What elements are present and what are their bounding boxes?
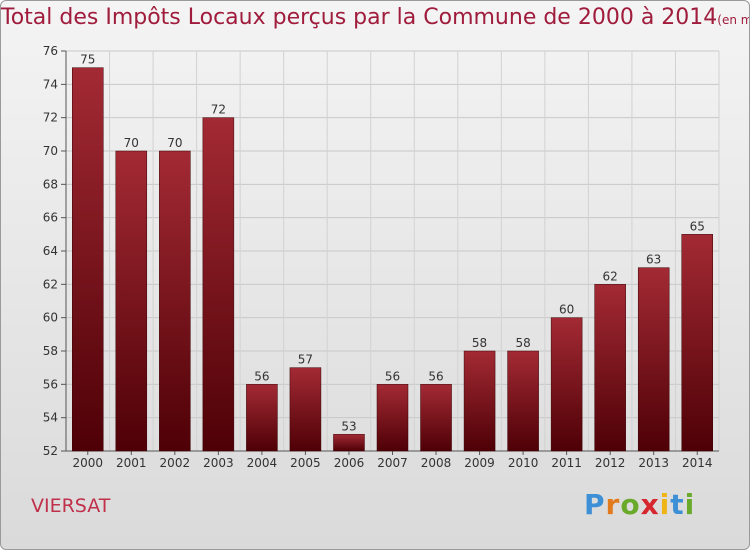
bar-value-label: 53 [341,419,356,433]
bar-2013 [637,267,670,452]
y-tick-label: 64 [43,244,58,258]
proxiti-logo: Proxiti [584,488,695,521]
x-tick-label: 2008 [421,456,452,470]
bar-2014 [681,234,713,452]
x-tick-label: 2012 [595,456,626,470]
y-tick-label: 76 [43,44,58,58]
bar-value-label: 65 [690,219,705,233]
x-tick-label: 2013 [638,456,669,470]
bar-value-label: 70 [167,136,182,150]
bar-value-label: 60 [559,303,574,317]
x-tick-label: 2002 [160,456,191,470]
bar-value-label: 56 [428,369,443,383]
bar-2006 [333,434,365,452]
bar-2008 [420,384,452,452]
y-tick-label: 70 [43,144,58,158]
bar-2002 [159,150,191,452]
bar-2003 [202,117,235,452]
y-tick-label: 74 [43,77,58,91]
y-tick-label: 72 [43,111,58,125]
y-tick-label: 52 [43,444,58,458]
y-tick-label: 68 [43,177,58,191]
bar-value-label: 63 [646,253,661,267]
y-tick-label: 58 [43,344,58,358]
x-tick-label: 2000 [72,456,103,470]
x-tick-label: 2003 [203,456,234,470]
bar-2004 [246,384,278,452]
logo-letter: r [605,488,621,521]
x-tick-label: 2006 [334,456,365,470]
bar-value-label: 57 [298,353,313,367]
y-tick-label: 54 [43,411,58,425]
chart-title-block: Total des Impôts Locaux perçus par la Co… [1,5,749,30]
logo-letter: t [670,488,685,521]
bar-2000 [72,67,104,452]
x-tick-label: 2001 [116,456,147,470]
bar-value-label: 56 [254,369,269,383]
bars [72,67,713,452]
x-tick-label: 2009 [464,456,495,470]
chart-title: Total des Impôts Locaux perçus par la Co… [1,5,718,30]
bar-labels: 75 70 70 72 56 57 53 56 56 58 58 60 62 63 65 [80,53,705,434]
x-tick-label: 2005 [290,456,321,470]
bar-2007 [376,384,409,452]
bar-value-label: 58 [472,336,487,350]
logo-letter: x [640,488,660,521]
bar-value-label: 62 [603,269,618,283]
y-tick-label: 62 [43,277,58,291]
logo-letter: o [620,488,641,521]
x-tick-label: 2014 [682,456,713,470]
bar-2009 [463,350,496,452]
bar-2005 [289,367,322,452]
logo-letter: P [584,488,606,521]
x-tick-label: 2007 [377,456,408,470]
bar-2012 [594,284,626,452]
bar-value-label: 58 [515,336,530,350]
bar-2011 [550,317,583,452]
logo-letter: i [659,488,671,521]
x-tick-label: 2011 [551,456,582,470]
logo-letter: i [684,488,696,521]
chart-subtitle: (en milliers d'€) [717,13,749,27]
y-tick-label: 66 [43,211,58,225]
y-tick-label: 56 [43,377,58,391]
y-tick-label: 60 [43,311,58,325]
bar-value-label: 56 [385,369,400,383]
bar-value-label: 70 [124,136,139,150]
x-tick-label: 2004 [247,456,278,470]
bar-value-label: 75 [80,53,95,67]
bar-2001 [115,150,148,452]
commune-name: VIERSAT [31,495,111,517]
bar-2010 [507,350,539,452]
bar-value-label: 72 [211,103,226,117]
x-tick-label: 2010 [508,456,539,470]
